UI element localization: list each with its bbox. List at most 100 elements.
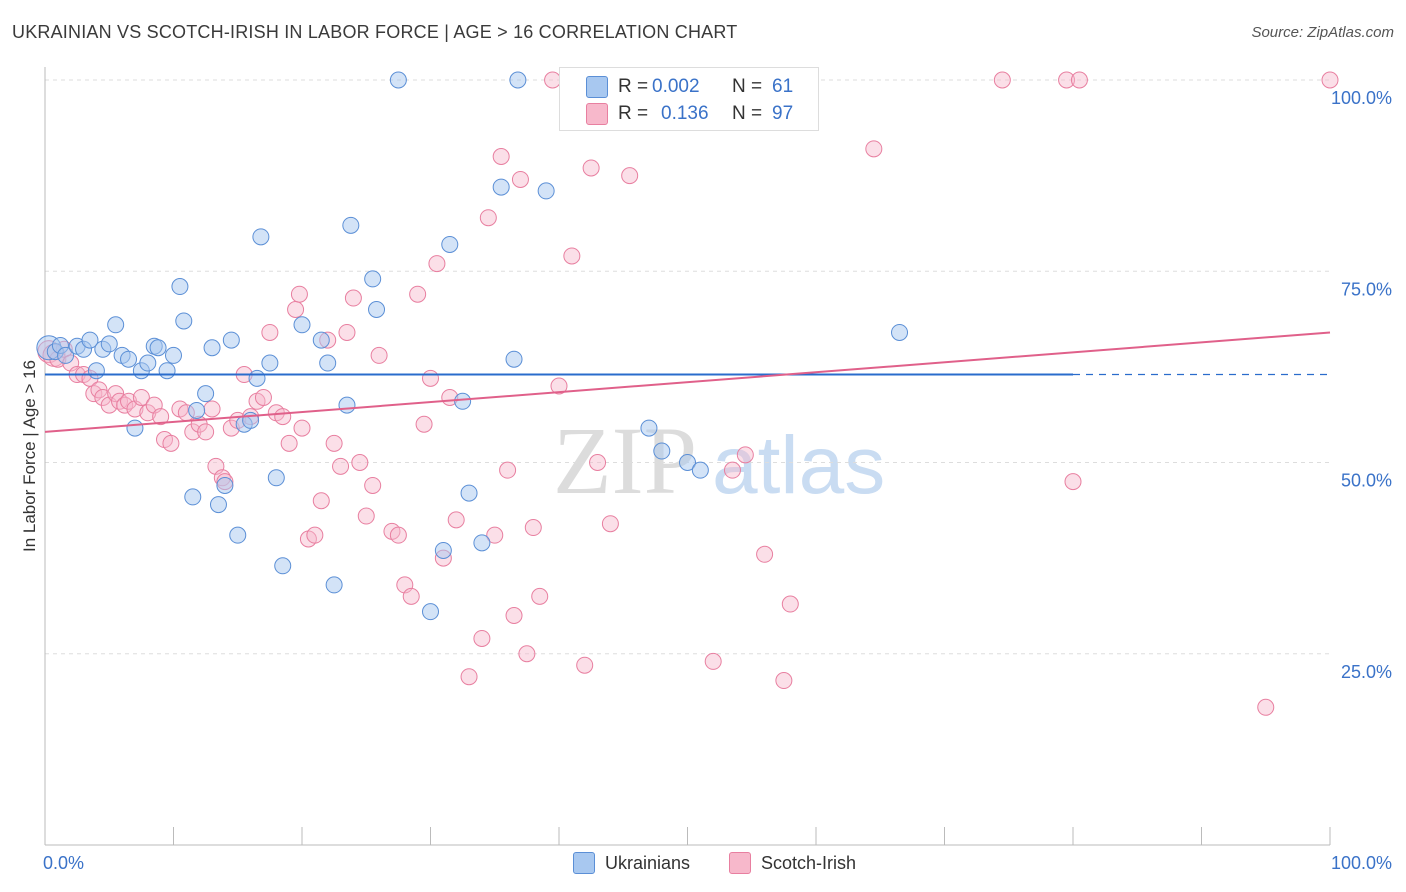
scotch-irish-r-label: R = [618, 103, 649, 124]
ukrainians-point [81, 331, 99, 349]
scotch-irish-point [332, 457, 350, 475]
scotch-irish-point [492, 148, 510, 165]
ukrainians-point [293, 316, 311, 334]
stats-legend: R = 0.002 N = 61 R = 0.136 N = 97 [559, 67, 819, 131]
scotch-irish-point [582, 159, 600, 177]
ukrainians-point [460, 484, 478, 502]
scotch-irish-point [511, 170, 529, 188]
ukrainians-point [274, 557, 292, 575]
scotch-irish-points [37, 71, 1339, 716]
ukrainians-point [222, 331, 240, 349]
ukrainians-point [100, 335, 118, 353]
scotch-irish-point [312, 492, 330, 510]
scotch-irish-point [736, 446, 754, 464]
y-tick-label-75: 75.0% [1341, 279, 1392, 299]
scotch-irish-point [389, 526, 407, 544]
scotch-irish-point [293, 419, 311, 437]
ukrainians-point [188, 401, 206, 419]
scotch-irish-point [479, 209, 497, 227]
scotch-irish-point [621, 167, 639, 185]
scotch-irish-point [1064, 473, 1082, 491]
x-tick-label-100: 100.0% [1331, 853, 1392, 873]
y-tick-label-25: 25.0% [1341, 662, 1392, 682]
scotch-irish-point [162, 434, 180, 452]
scotch-irish-n-value: 97 [772, 103, 794, 124]
ukrainians-point [184, 488, 202, 506]
scotch-irish-point [601, 515, 619, 533]
ukrainians-point [248, 369, 266, 387]
ukrainians-r-value: 0.002 [652, 76, 700, 97]
ukrainians-point [203, 339, 221, 357]
scotch-irish-point [1321, 71, 1339, 89]
scotch-irish-point [993, 71, 1011, 89]
ukrainians-point [312, 331, 330, 349]
ukrainians-points [36, 71, 909, 621]
watermark-zip: ZIP [553, 407, 697, 514]
ukrainians-point [229, 526, 247, 544]
scotch-irish-point [518, 645, 536, 663]
watermark-atlas: atlas [712, 420, 885, 511]
scotch-irish-point [351, 454, 369, 471]
scotch-irish-point [370, 346, 388, 364]
scotch-irish-point [524, 519, 542, 537]
ukrainians-point [149, 339, 167, 357]
scotch-irish-point [775, 672, 793, 690]
scotch-irish-point [261, 323, 279, 341]
ukrainians-r-label: R = [618, 76, 649, 97]
series-legend: Ukrainians Scotch-Irish [0, 852, 1406, 876]
scotch-irish-point [865, 140, 883, 158]
watermark: ZIP atlas [553, 407, 885, 514]
ukrainians-point [87, 362, 105, 380]
ukrainians-point [505, 350, 523, 368]
scotch-irish-legend-swatch [729, 852, 751, 874]
scotch-irish-point [364, 476, 382, 494]
scotch-irish-point [1070, 71, 1088, 89]
grid-lines [45, 79, 1330, 655]
scotch-irish-point [756, 545, 774, 563]
ukrainians-point [441, 235, 459, 253]
scotch-irish-r-value: 0.136 [661, 103, 709, 124]
ukrainians-point [537, 182, 555, 200]
ukrainians-point [389, 71, 407, 89]
y-tick-label-100: 100.0% [1331, 88, 1392, 108]
scotch-irish-point [274, 408, 292, 426]
source-label: Source: ZipAtlas.com [1251, 24, 1394, 41]
scotch-irish-legend-label: Scotch-Irish [761, 852, 857, 873]
scotch-irish-point [486, 526, 504, 544]
scotch-irish-point [290, 285, 308, 303]
ukrainians-point [653, 442, 671, 460]
ukrainians-point [197, 385, 215, 403]
scotch-irish-point [338, 323, 356, 341]
scotch-irish-point [107, 385, 125, 403]
ukrainians-point [126, 419, 144, 437]
scotch-irish-point [505, 607, 523, 624]
ukrainians-point [267, 469, 285, 487]
ukrainians-point [57, 346, 75, 364]
scotch-irish-point [402, 587, 420, 605]
ukrainians-point [691, 461, 709, 479]
ukrainians-point [364, 270, 382, 288]
ukrainians-point [422, 603, 439, 621]
scotch-irish-point [254, 388, 272, 406]
scotch-irish-point [1058, 71, 1076, 89]
ukrainians-point [368, 301, 386, 318]
ukrainians-swatch [586, 76, 608, 98]
scotch-irish-point [781, 595, 799, 613]
ukrainians-point [342, 216, 360, 234]
ukrainians-legend-swatch [573, 852, 595, 874]
scotch-irish-n-label: N = [732, 103, 763, 124]
scotch-irish-point [563, 247, 581, 265]
scotch-irish-point [428, 255, 446, 273]
scotch-irish-point [197, 423, 215, 441]
scotch-irish-point [589, 454, 607, 471]
scotch-irish-point [723, 461, 741, 479]
scotch-irish-point [287, 301, 305, 318]
ukrainians-point [891, 323, 909, 341]
scotch-irish-point [473, 629, 491, 647]
tick-labels: 25.0% 50.0% 75.0% 100.0% 0.0% 100.0% [43, 88, 1392, 873]
scotch-irish-point [132, 388, 150, 406]
scotch-irish-point [152, 408, 170, 426]
scotch-irish-point [280, 434, 298, 452]
ukrainians-point [640, 419, 658, 437]
